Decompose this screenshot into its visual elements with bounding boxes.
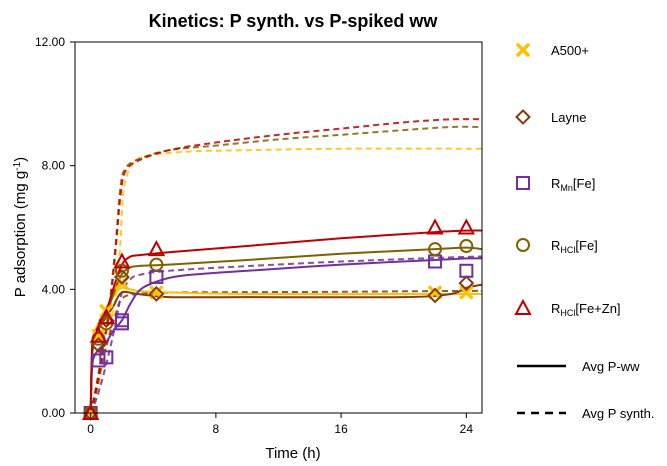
legend-label-part: Layne [551, 110, 586, 125]
y-axis-title: P adsorption (mg g-1) [12, 157, 29, 297]
legend-marker-stroke [516, 43, 530, 57]
data-point [428, 242, 443, 257]
legend-marker [515, 109, 531, 125]
y-tick-label: 12.00 [35, 35, 65, 49]
legend-label: A500+ [551, 43, 589, 58]
synth-fit-line [89, 255, 482, 413]
legend-label: RHCl[Fe+Zn] [551, 301, 621, 318]
ww-fit-line [89, 257, 482, 413]
data-point [89, 326, 108, 343]
data-point [113, 252, 131, 269]
data-point [97, 308, 115, 325]
ww-fit-line [89, 286, 482, 413]
data-point [114, 263, 129, 278]
legend-label-part: R [551, 176, 560, 191]
x-tick-label: 24 [460, 422, 474, 436]
legend-line-label: Avg P-ww [582, 359, 640, 374]
legend-marker [516, 238, 530, 252]
legend-label-part: R [551, 238, 560, 253]
y-tick-label: 4.00 [42, 282, 66, 296]
y-tick-label: 8.00 [42, 159, 66, 173]
legend-label-part: HCl [560, 308, 575, 318]
data-point [99, 350, 114, 365]
data-point [148, 286, 165, 302]
x-tick-label: 16 [334, 422, 348, 436]
data-point [91, 353, 106, 368]
legend-marker [516, 43, 530, 57]
synth-fit-line [89, 118, 482, 413]
data-point [426, 218, 444, 235]
legend-label-part: A500+ [551, 43, 589, 58]
data-point-stroke [91, 328, 106, 343]
chart-title: Kinetics: P synth. vs P-spiked ww [149, 11, 439, 31]
x-tick-label: 0 [87, 422, 94, 436]
data-point [459, 285, 474, 300]
legend-label-part: Mn [560, 183, 573, 193]
data-point-stroke [428, 285, 442, 300]
data-point-stroke [459, 285, 474, 300]
data-point [457, 218, 476, 235]
data-point [459, 239, 474, 254]
legend-label-part: [Fe] [575, 238, 597, 253]
legend-label: RMn[Fe] [551, 176, 595, 193]
legend-marker [514, 298, 532, 315]
plot-area [81, 118, 482, 421]
data-points [81, 218, 476, 421]
legend-label: Layne [551, 110, 586, 125]
legend-label-part: R [551, 301, 560, 316]
data-point [91, 328, 106, 343]
data-point [458, 275, 475, 292]
legend-label-part: HCl [560, 245, 575, 255]
synth-fit-line [89, 125, 482, 413]
legend-label-part: [Fe+Zn] [575, 301, 620, 316]
synth-fit-line [89, 289, 482, 413]
legend-line-label: Avg P synth. [582, 406, 655, 421]
legend: A500+LayneRMn[Fe]RHCl[Fe]RHCl[Fe+Zn]Avg … [514, 43, 655, 421]
axes: 0 8 16 24 0.00 4.00 8.00 12.00 [35, 35, 483, 436]
data-point [147, 240, 166, 257]
data-point [114, 313, 129, 328]
legend-label: RHCl[Fe] [551, 238, 598, 255]
data-point [149, 257, 164, 272]
data-point [459, 263, 474, 278]
x-tick-label: 8 [213, 422, 220, 436]
ww-fit-line [89, 283, 482, 413]
plot-frame [74, 41, 483, 414]
legend-marker [516, 176, 530, 190]
y-tick-label: 0.00 [42, 406, 66, 420]
data-point [427, 287, 443, 304]
data-point [428, 285, 442, 300]
legend-label-part: [Fe] [573, 176, 595, 191]
x-axis-title: Time (h) [265, 445, 320, 462]
ww-fit-line [89, 229, 482, 413]
